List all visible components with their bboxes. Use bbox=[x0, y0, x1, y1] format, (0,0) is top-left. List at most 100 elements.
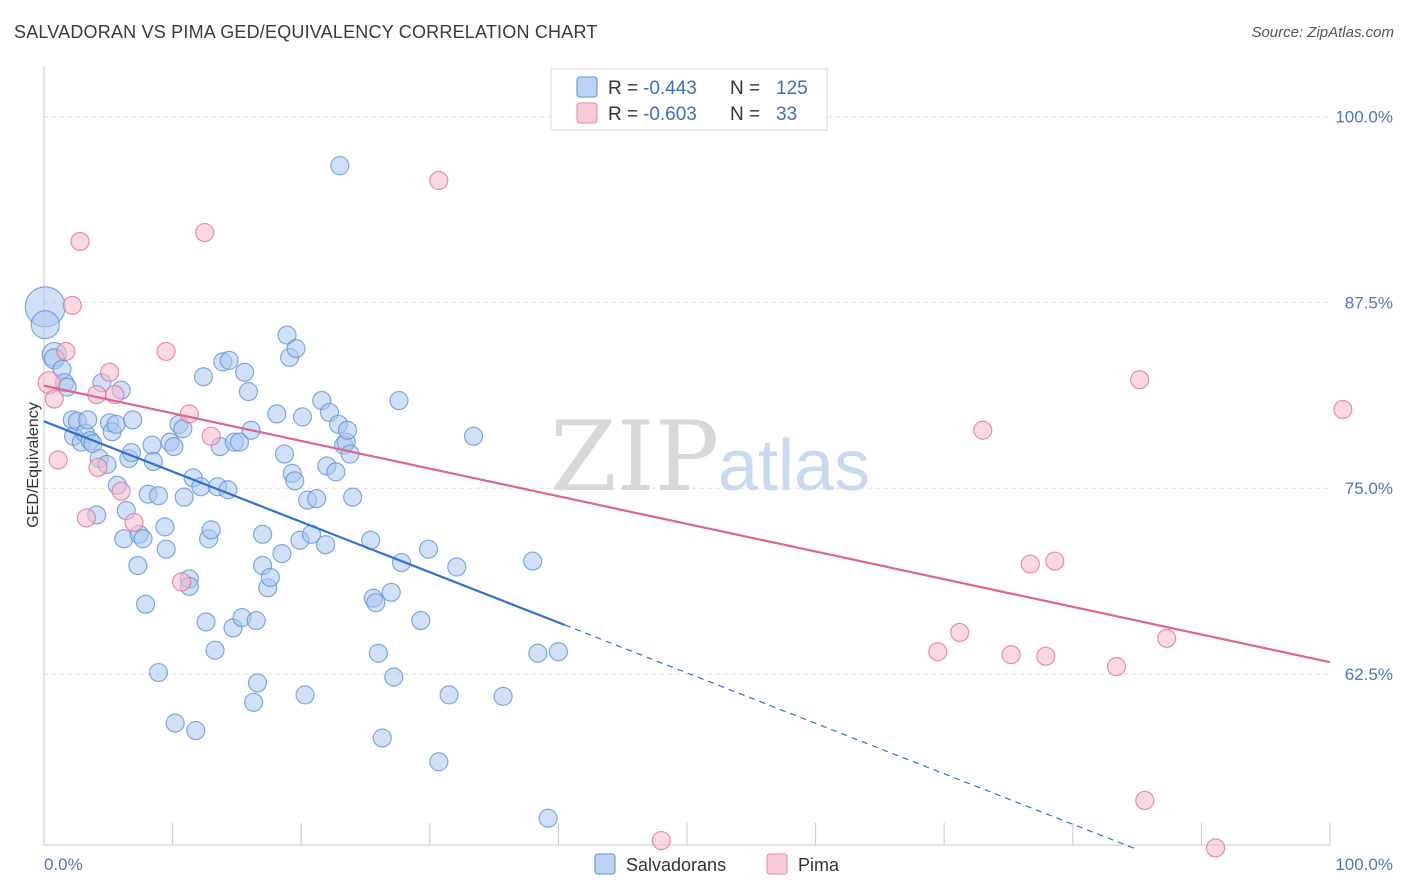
watermark-zip: ZIP bbox=[550, 401, 719, 513]
salvadorans-point-112 bbox=[429, 752, 449, 772]
pima-point-27 bbox=[1106, 657, 1127, 677]
legend-r-label-2: R = bbox=[608, 104, 638, 125]
salvadorans-point-32 bbox=[135, 594, 156, 614]
salvadorans-point-117 bbox=[523, 551, 543, 571]
salvadorans-point-113 bbox=[439, 685, 459, 705]
pima-point-23 bbox=[1001, 645, 1021, 665]
salvadorans-point-81 bbox=[285, 471, 305, 491]
salvadorans-point-119 bbox=[538, 808, 558, 828]
pima-point-30 bbox=[1157, 628, 1177, 648]
legend-swatch-salvadorans bbox=[576, 76, 598, 98]
salvadorans-point-107 bbox=[384, 667, 404, 687]
legend-n-value-1: 125 bbox=[776, 78, 808, 99]
pima-point-18 bbox=[429, 170, 449, 191]
salvadorans-point-12 bbox=[78, 410, 98, 430]
pima-point-8 bbox=[88, 457, 108, 478]
pima-point-32 bbox=[1333, 399, 1353, 420]
salvadorans-point-28 bbox=[123, 410, 143, 430]
salvadorans-point-41 bbox=[164, 437, 184, 457]
salvadorans-point-95 bbox=[330, 156, 350, 176]
pima-trend-line bbox=[43, 384, 1331, 664]
legend-n-label-2: N = bbox=[730, 104, 760, 125]
legend-n-label-1: N = bbox=[730, 78, 760, 99]
salvadorans-point-70 bbox=[247, 673, 268, 693]
pima-point-22 bbox=[973, 420, 993, 440]
source-credit: Source: ZipAtlas.com bbox=[1251, 24, 1394, 41]
salvadorans-point-114 bbox=[447, 557, 467, 577]
pima-point-16 bbox=[195, 222, 215, 243]
salvadorans-point-90 bbox=[316, 535, 336, 555]
salvadorans-point-60 bbox=[219, 350, 239, 370]
y-tick-label-3: 100.0% bbox=[1335, 108, 1393, 127]
salvadorans-point-42 bbox=[165, 713, 185, 733]
pima-point-1 bbox=[44, 389, 64, 409]
series-salvadorans bbox=[24, 156, 569, 828]
salvadorans-point-104 bbox=[368, 643, 388, 663]
x-tick-label-0: 0.0% bbox=[44, 855, 83, 874]
pima-point-26 bbox=[1045, 551, 1065, 571]
bottom-legend-label-pima: Pima bbox=[798, 855, 840, 875]
pima-point-11 bbox=[111, 481, 131, 501]
pima-point-15 bbox=[179, 404, 199, 424]
y-tick-label-2: 87.5% bbox=[1345, 293, 1393, 312]
salvadorans-point-103 bbox=[366, 593, 386, 613]
salvadorans-point-37 bbox=[148, 662, 169, 683]
bottom-legend-swatch-pima bbox=[766, 853, 788, 875]
x-tick-labels: 0.0% 100.0% bbox=[44, 855, 1393, 874]
salvadorans-point-118 bbox=[528, 643, 548, 663]
salvadorans-point-98 bbox=[337, 420, 358, 440]
salvadorans-point-116 bbox=[493, 686, 513, 706]
salvadorans-point-55 bbox=[205, 640, 225, 660]
salvadorans-point-63 bbox=[229, 432, 250, 452]
salvadorans-point-74 bbox=[260, 567, 280, 588]
salvadorans-point-88 bbox=[307, 489, 327, 509]
y-tick-label-1: 75.0% bbox=[1345, 479, 1393, 498]
salvadorans-point-109 bbox=[391, 552, 412, 573]
legend-r-value-1: -0.443 bbox=[643, 78, 697, 99]
salvadorans-point-39 bbox=[156, 539, 176, 559]
pima-point-4 bbox=[62, 295, 82, 315]
bottom-legend-swatch-salvadorans bbox=[594, 853, 616, 875]
salvadorans-point-106 bbox=[381, 582, 401, 602]
pima-point-14 bbox=[172, 572, 192, 592]
salvadorans-point-78 bbox=[277, 325, 297, 345]
salvadorans-point-75 bbox=[267, 404, 287, 424]
salvadorans-point-34 bbox=[142, 435, 162, 455]
x-tick-label-1: 100.0% bbox=[1335, 855, 1393, 874]
pima-point-2 bbox=[48, 450, 68, 470]
salvadorans-point-69 bbox=[246, 610, 266, 631]
salvadorans-point-31 bbox=[133, 529, 153, 549]
salvadorans-point-77 bbox=[274, 444, 295, 464]
chart-title: SALVADORAN VS PIMA GED/EQUIVALENCY CORRE… bbox=[14, 22, 598, 42]
salvadorans-trend-extension bbox=[564, 624, 1138, 851]
y-tick-labels: 62.5% 75.0% 87.5% 100.0% bbox=[1335, 108, 1393, 684]
salvadorans-point-51 bbox=[193, 367, 214, 387]
salvadorans-point-110 bbox=[411, 610, 431, 631]
pima-point-13 bbox=[156, 341, 176, 362]
correlation-legend: R = -0.443 N = 125 R = -0.603 N = 33 bbox=[550, 68, 828, 131]
salvadorans-point-105 bbox=[372, 728, 392, 748]
salvadorans-point-111 bbox=[418, 539, 439, 559]
pima-point-9 bbox=[99, 362, 120, 382]
legend-r-label-1: R = bbox=[608, 78, 638, 99]
legend-n-value-2: 33 bbox=[776, 104, 797, 125]
salvadorans-point-38 bbox=[155, 517, 175, 537]
pima-point-31 bbox=[1205, 838, 1226, 858]
y-tick-label-0: 62.5% bbox=[1345, 665, 1393, 684]
legend-swatch-pima bbox=[576, 102, 598, 124]
salvadorans-point-49 bbox=[186, 720, 206, 741]
salvadorans-point-21 bbox=[106, 414, 126, 434]
salvadorans-trend-line bbox=[43, 420, 566, 627]
salvadorans-point-66 bbox=[238, 382, 259, 402]
series-legend: Salvadorans Pima bbox=[594, 853, 840, 875]
pima-point-3 bbox=[56, 341, 76, 362]
series-pima bbox=[37, 170, 1353, 858]
salvadorans-point-84 bbox=[292, 407, 313, 427]
salvadorans-point-93 bbox=[326, 462, 346, 482]
salvadorans-point-36 bbox=[148, 486, 169, 506]
watermark-atlas: atlas bbox=[718, 426, 870, 506]
pima-point-19 bbox=[651, 830, 671, 851]
watermark: ZIP atlas bbox=[550, 401, 870, 513]
salvadorans-point-45 bbox=[174, 487, 194, 507]
